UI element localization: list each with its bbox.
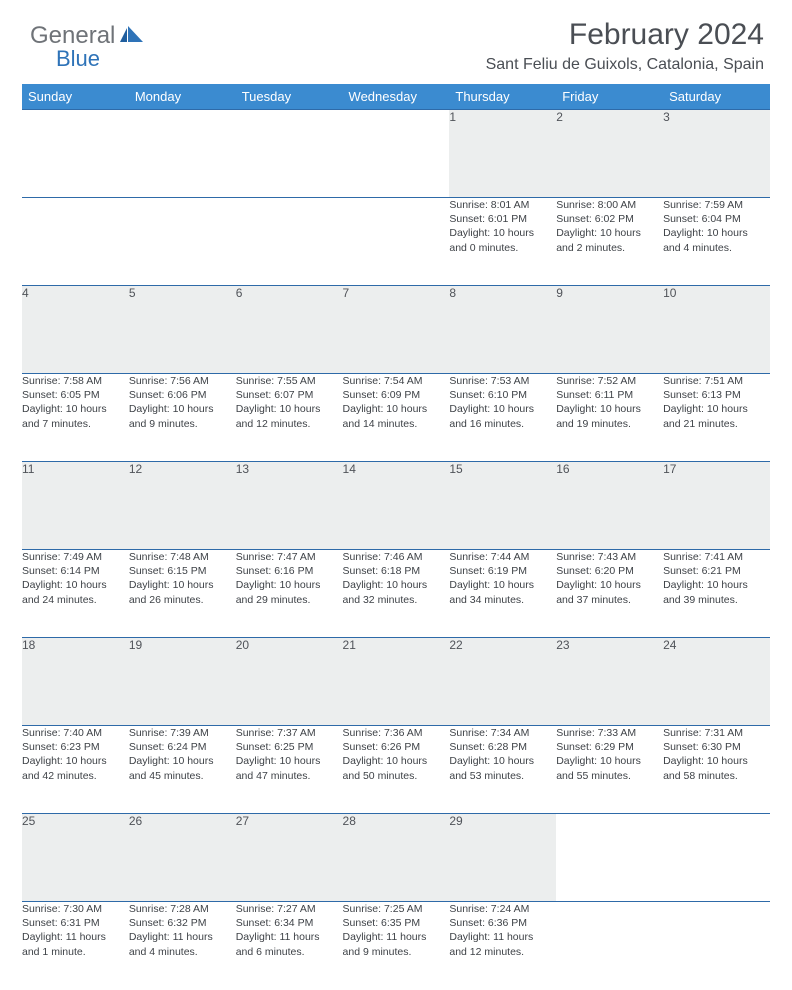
day-content-cell: Sunrise: 7:43 AMSunset: 6:20 PMDaylight:… <box>556 550 663 638</box>
calendar-table: SundayMondayTuesdayWednesdayThursdayFrid… <box>22 84 770 990</box>
day-content-cell: Sunrise: 7:27 AMSunset: 6:34 PMDaylight:… <box>236 902 343 990</box>
day-content-cell <box>556 902 663 990</box>
logo-flag-icon <box>119 25 145 47</box>
day-content-cell: Sunrise: 7:55 AMSunset: 6:07 PMDaylight:… <box>236 374 343 462</box>
day-content-cell: Sunrise: 7:58 AMSunset: 6:05 PMDaylight:… <box>22 374 129 462</box>
day-number-cell: 15 <box>449 462 556 550</box>
day-number-cell <box>663 814 770 902</box>
day-content-cell: Sunrise: 7:49 AMSunset: 6:14 PMDaylight:… <box>22 550 129 638</box>
day-number-cell: 23 <box>556 638 663 726</box>
day-number-cell: 26 <box>129 814 236 902</box>
day-number-cell: 6 <box>236 286 343 374</box>
day-number-cell: 10 <box>663 286 770 374</box>
weekday-header: Thursday <box>449 84 556 110</box>
day-content-cell: Sunrise: 7:48 AMSunset: 6:15 PMDaylight:… <box>129 550 236 638</box>
day-number-cell <box>556 814 663 902</box>
day-content-cell <box>343 198 450 286</box>
day-number-cell: 27 <box>236 814 343 902</box>
day-number-cell <box>22 110 129 198</box>
location-subtitle: Sant Feliu de Guixols, Catalonia, Spain <box>22 56 764 74</box>
day-content-row: Sunrise: 7:49 AMSunset: 6:14 PMDaylight:… <box>22 550 770 638</box>
day-number-cell: 11 <box>22 462 129 550</box>
day-content-cell: Sunrise: 7:53 AMSunset: 6:10 PMDaylight:… <box>449 374 556 462</box>
day-number-cell <box>343 110 450 198</box>
day-content-cell <box>22 198 129 286</box>
day-number-cell: 22 <box>449 638 556 726</box>
day-number-row: 18192021222324 <box>22 638 770 726</box>
day-number-cell: 13 <box>236 462 343 550</box>
day-content-cell: Sunrise: 7:31 AMSunset: 6:30 PMDaylight:… <box>663 726 770 814</box>
day-number-cell <box>129 110 236 198</box>
weekday-header: Sunday <box>22 84 129 110</box>
day-content-row: Sunrise: 7:30 AMSunset: 6:31 PMDaylight:… <box>22 902 770 990</box>
day-number-cell: 21 <box>343 638 450 726</box>
day-number-cell: 8 <box>449 286 556 374</box>
day-content-cell: Sunrise: 7:54 AMSunset: 6:09 PMDaylight:… <box>343 374 450 462</box>
day-content-row: Sunrise: 8:01 AMSunset: 6:01 PMDaylight:… <box>22 198 770 286</box>
day-content-cell <box>129 198 236 286</box>
day-number-cell: 17 <box>663 462 770 550</box>
day-number-row: 2526272829 <box>22 814 770 902</box>
weekday-header-row: SundayMondayTuesdayWednesdayThursdayFrid… <box>22 84 770 110</box>
day-number-cell: 19 <box>129 638 236 726</box>
day-number-cell: 2 <box>556 110 663 198</box>
day-content-cell: Sunrise: 7:28 AMSunset: 6:32 PMDaylight:… <box>129 902 236 990</box>
day-content-cell: Sunrise: 7:30 AMSunset: 6:31 PMDaylight:… <box>22 902 129 990</box>
day-number-cell: 29 <box>449 814 556 902</box>
day-number-cell: 4 <box>22 286 129 374</box>
day-number-row: 11121314151617 <box>22 462 770 550</box>
day-content-cell: Sunrise: 8:00 AMSunset: 6:02 PMDaylight:… <box>556 198 663 286</box>
day-content-cell: Sunrise: 7:52 AMSunset: 6:11 PMDaylight:… <box>556 374 663 462</box>
day-number-cell: 3 <box>663 110 770 198</box>
day-content-cell: Sunrise: 7:25 AMSunset: 6:35 PMDaylight:… <box>343 902 450 990</box>
day-number-cell: 5 <box>129 286 236 374</box>
day-number-cell: 20 <box>236 638 343 726</box>
day-number-cell: 12 <box>129 462 236 550</box>
day-content-cell: Sunrise: 7:44 AMSunset: 6:19 PMDaylight:… <box>449 550 556 638</box>
day-number-cell: 7 <box>343 286 450 374</box>
day-content-cell: Sunrise: 7:34 AMSunset: 6:28 PMDaylight:… <box>449 726 556 814</box>
day-content-cell <box>663 902 770 990</box>
day-content-cell: Sunrise: 8:01 AMSunset: 6:01 PMDaylight:… <box>449 198 556 286</box>
day-number-cell: 28 <box>343 814 450 902</box>
weekday-header: Saturday <box>663 84 770 110</box>
day-number-row: 123 <box>22 110 770 198</box>
day-content-cell: Sunrise: 7:41 AMSunset: 6:21 PMDaylight:… <box>663 550 770 638</box>
weekday-header: Wednesday <box>343 84 450 110</box>
day-number-cell: 16 <box>556 462 663 550</box>
weekday-header: Friday <box>556 84 663 110</box>
day-content-cell: Sunrise: 7:36 AMSunset: 6:26 PMDaylight:… <box>343 726 450 814</box>
day-content-cell: Sunrise: 7:39 AMSunset: 6:24 PMDaylight:… <box>129 726 236 814</box>
day-content-cell: Sunrise: 7:59 AMSunset: 6:04 PMDaylight:… <box>663 198 770 286</box>
day-content-cell: Sunrise: 7:40 AMSunset: 6:23 PMDaylight:… <box>22 726 129 814</box>
day-number-cell: 14 <box>343 462 450 550</box>
day-content-cell <box>236 198 343 286</box>
day-number-row: 45678910 <box>22 286 770 374</box>
day-number-cell: 18 <box>22 638 129 726</box>
day-number-cell <box>236 110 343 198</box>
weekday-header: Tuesday <box>236 84 343 110</box>
day-content-cell: Sunrise: 7:51 AMSunset: 6:13 PMDaylight:… <box>663 374 770 462</box>
day-content-cell: Sunrise: 7:47 AMSunset: 6:16 PMDaylight:… <box>236 550 343 638</box>
day-number-cell: 9 <box>556 286 663 374</box>
weekday-header: Monday <box>129 84 236 110</box>
day-content-cell: Sunrise: 7:56 AMSunset: 6:06 PMDaylight:… <box>129 374 236 462</box>
day-content-cell: Sunrise: 7:24 AMSunset: 6:36 PMDaylight:… <box>449 902 556 990</box>
day-content-cell: Sunrise: 7:37 AMSunset: 6:25 PMDaylight:… <box>236 726 343 814</box>
day-number-cell: 25 <box>22 814 129 902</box>
logo-word-blue: Blue <box>56 46 100 72</box>
day-content-row: Sunrise: 7:58 AMSunset: 6:05 PMDaylight:… <box>22 374 770 462</box>
day-content-cell: Sunrise: 7:33 AMSunset: 6:29 PMDaylight:… <box>556 726 663 814</box>
day-content-row: Sunrise: 7:40 AMSunset: 6:23 PMDaylight:… <box>22 726 770 814</box>
day-number-cell: 24 <box>663 638 770 726</box>
day-content-cell: Sunrise: 7:46 AMSunset: 6:18 PMDaylight:… <box>343 550 450 638</box>
day-number-cell: 1 <box>449 110 556 198</box>
brand-logo: General Blue <box>30 22 145 50</box>
